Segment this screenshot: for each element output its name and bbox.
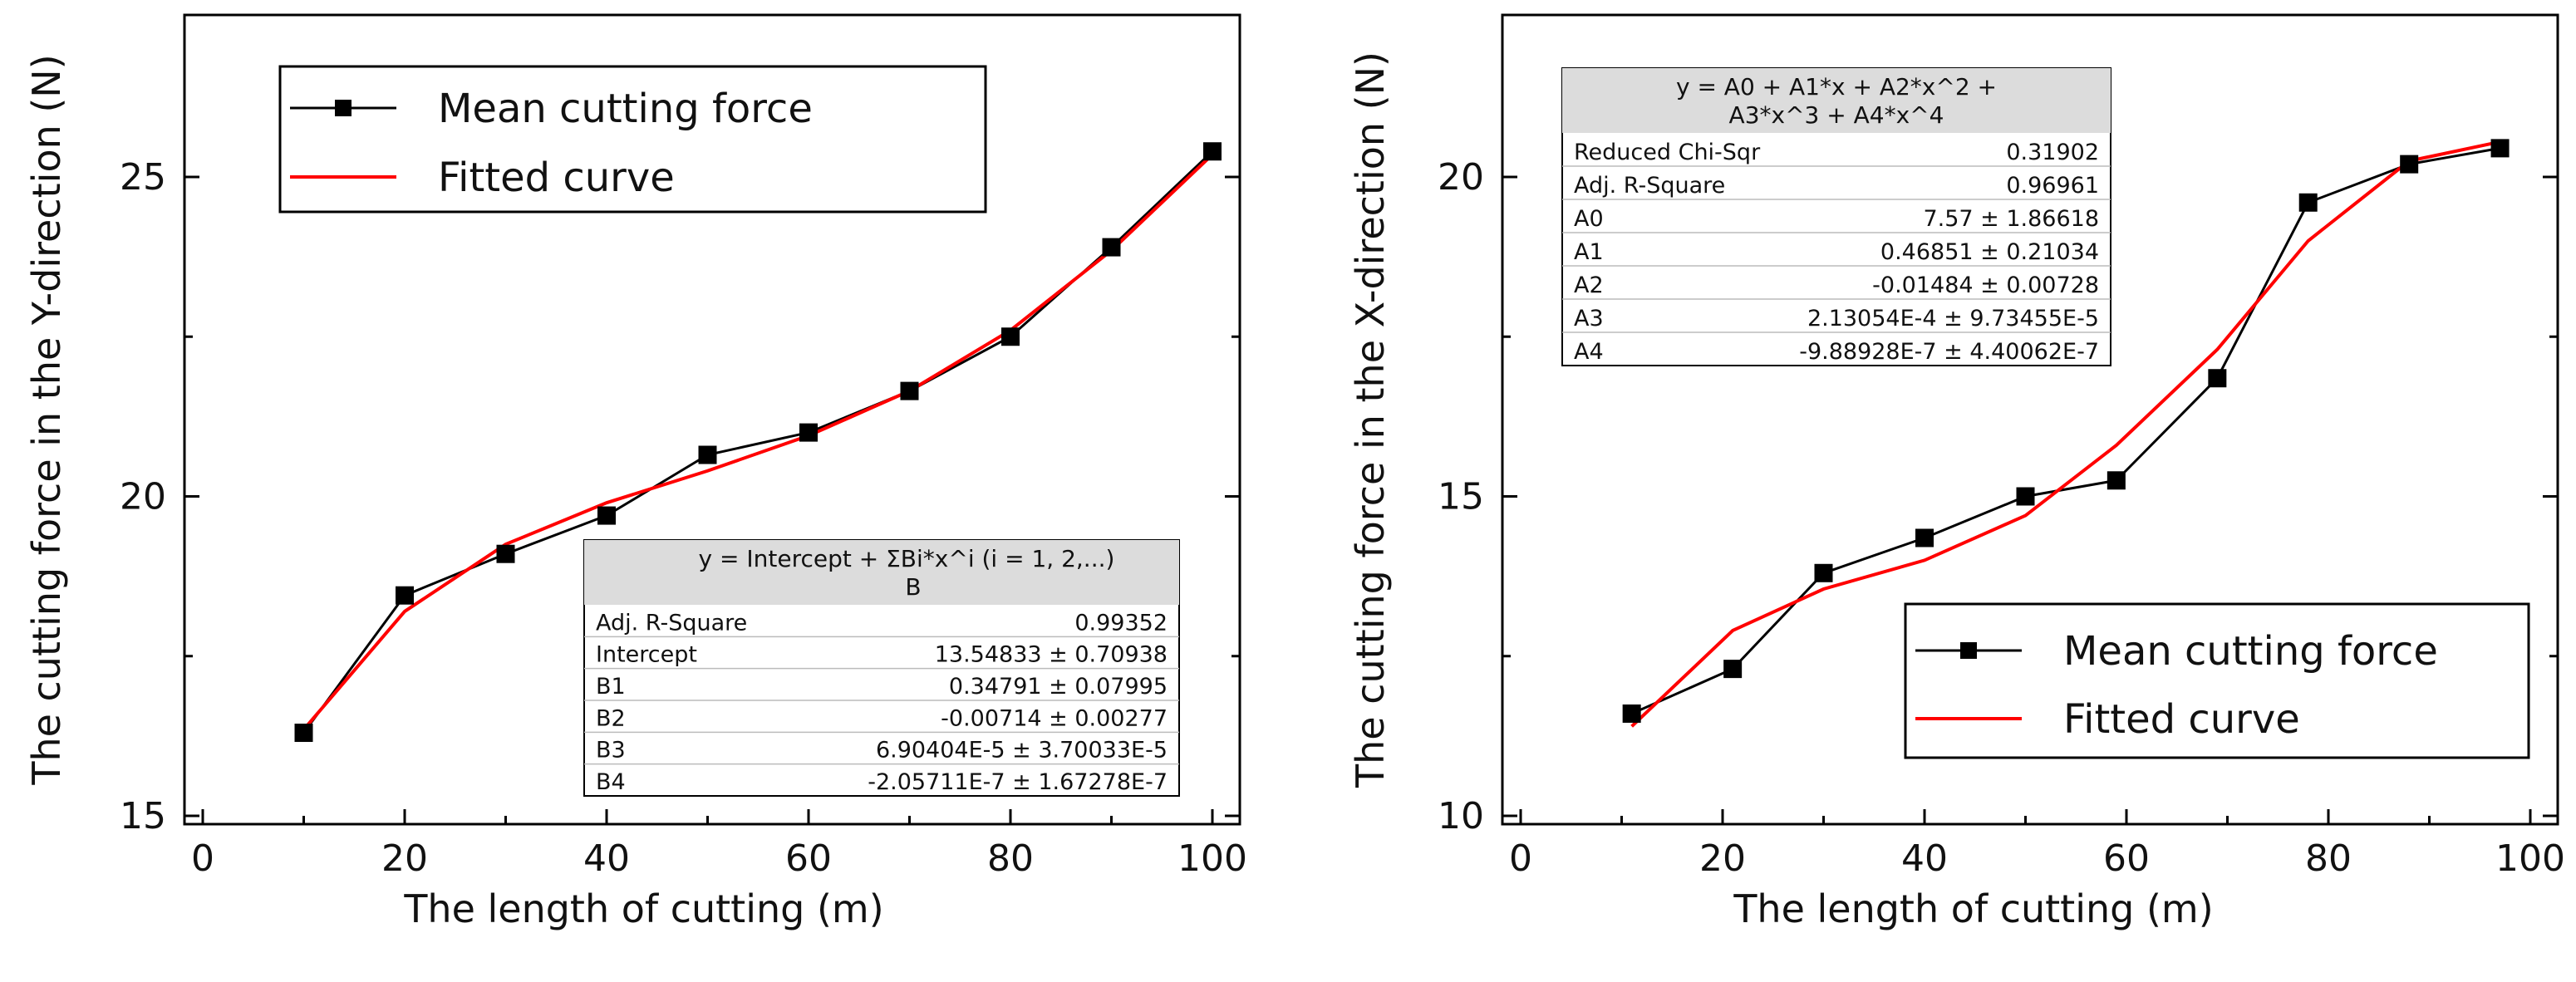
x-tick-label: 100 [2495, 837, 2565, 880]
stats-row-label: Adj. R-Square [1574, 173, 1725, 199]
stats-equation: y = A0 + A1*x + A2*x^2 + [1676, 73, 1997, 101]
stats-row-value: 0.99352 [1074, 610, 1168, 636]
legend-swatch-mean-marker [1960, 642, 1977, 659]
x-tick-label: 0 [191, 837, 214, 880]
y-tick-label: 20 [120, 476, 166, 518]
stats-row-value: 0.34791 ± 0.07995 [949, 674, 1168, 700]
x-tick-label: 20 [381, 837, 428, 880]
chart-y-direction: 0 20 40 60 80 100 15 20 25 The length of cutting … [24, 13, 1247, 931]
legend-box [1904, 602, 2530, 759]
stats-row-value: 0.31902 [2006, 140, 2099, 165]
mean-cutting-force-marker [1001, 327, 1020, 346]
y-tick-label: 25 [120, 156, 166, 199]
x-tick-label: 60 [785, 837, 832, 880]
legend-entry-fitted: Fitted curve [2063, 696, 2300, 743]
mean-cutting-force-marker [1814, 563, 1833, 582]
y-axis-label: The cutting force in the X-direction (N) [1348, 52, 1393, 788]
legend-entry-mean: Mean cutting force [438, 86, 813, 132]
mean-cutting-force-marker [2107, 471, 2126, 490]
legend-entry-fitted: Fitted curve [438, 155, 675, 201]
x-axis-label: The length of cutting (m) [403, 886, 883, 931]
x-axis-label: The length of cutting (m) [1733, 886, 2213, 931]
stats-row-label: B4 [596, 769, 626, 795]
stats-row-label: A1 [1574, 239, 1604, 265]
y-tick-label: 10 [1438, 795, 1484, 837]
mean-cutting-force-marker [2208, 369, 2227, 388]
y-axis-label: The cutting force in the Y-direction (N) [24, 54, 69, 785]
x-tick-label: 80 [987, 837, 1034, 880]
stats-row-value: -0.01484 ± 0.00728 [1872, 273, 2099, 298]
fitted-curve-line [1630, 140, 2500, 728]
stats-row-value: 13.54833 ± 0.70938 [935, 642, 1168, 668]
mean-cutting-force-line [1631, 146, 2500, 715]
legend-entry-mean: Mean cutting force [2063, 628, 2438, 675]
stats-equation: A3*x^3 + A4*x^4 [1729, 101, 1944, 129]
mean-cutting-force-marker [2490, 139, 2510, 158]
mean-cutting-force-marker [1723, 660, 1743, 679]
stats-row-label: A2 [1574, 273, 1604, 298]
stats-row-value: 0.96961 [2006, 173, 2099, 199]
mean-cutting-force-marker [1203, 142, 1222, 161]
mean-cutting-force-marker [799, 423, 818, 442]
stats-row-value: -0.00714 ± 0.00277 [941, 705, 1168, 731]
mean-cutting-force-marker [698, 445, 717, 464]
stats-row-label: A0 [1574, 206, 1604, 232]
chart-x-direction: 0 20 40 60 80 100 10 15 20 The length of cutting … [1348, 13, 2565, 931]
mean-cutting-force-marker [396, 586, 414, 605]
x-tick-label: 40 [1901, 837, 1948, 880]
stats-row-label: Adj. R-Square [596, 610, 747, 636]
mean-cutting-force-marker [496, 544, 515, 563]
mean-cutting-force-marker [2016, 487, 2035, 506]
stats-row-label: B1 [596, 674, 626, 700]
mean-cutting-force-marker [2400, 155, 2419, 174]
stats-row-value: 0.46851 ± 0.21034 [1880, 239, 2099, 265]
legend-swatch-mean-marker [335, 100, 351, 116]
stats-row-label: B2 [596, 705, 626, 731]
mean-cutting-force-marker [2298, 193, 2318, 212]
stats-row-value: 6.90404E-5 ± 3.70033E-5 [876, 738, 1168, 764]
x-tick-label: 0 [1509, 837, 1532, 880]
y-tick-label: 15 [120, 795, 166, 837]
stats-column-header: B [905, 573, 921, 601]
stats-row-label: Intercept [596, 642, 697, 668]
y-tick-label: 20 [1438, 156, 1484, 199]
y-tick-label: 15 [1438, 476, 1484, 518]
stats-row-value: 2.13054E-4 ± 9.73455E-5 [1807, 306, 2099, 331]
stats-row-label: Reduced Chi-Sqr [1574, 140, 1761, 165]
stats-table-header-bg [584, 540, 1179, 605]
plot-frame [1501, 13, 2559, 826]
stats-row-value: 7.57 ± 1.86618 [1923, 206, 2099, 232]
x-tick-label: 60 [2103, 837, 2150, 880]
stats-equation: y = Intercept + ΣBi*x^i (i = 1, 2,...) [699, 545, 1115, 572]
mean-cutting-force-marker [900, 381, 919, 400]
stats-row-label: A4 [1574, 339, 1604, 365]
x-tick-label: 40 [583, 837, 630, 880]
mean-cutting-force-marker [294, 724, 313, 743]
stats-table-header-bg [1562, 68, 2111, 133]
mean-cutting-force-marker [597, 506, 616, 525]
stats-row-label: B3 [596, 738, 626, 764]
x-tick-label: 80 [2305, 837, 2352, 880]
plot-frame [183, 13, 1241, 826]
legend-box [278, 65, 987, 214]
fitted-curve-line [302, 153, 1214, 731]
mean-cutting-force-marker [1102, 238, 1121, 257]
stats-row-value: -9.88928E-7 ± 4.40062E-7 [1799, 339, 2099, 365]
mean-cutting-force-marker [1622, 704, 1641, 723]
mean-cutting-force-marker [1915, 528, 1934, 547]
stats-row-value: -2.05711E-7 ± 1.67278E-7 [868, 769, 1168, 795]
x-tick-label: 100 [1177, 837, 1247, 880]
stats-row-label: A3 [1574, 306, 1604, 331]
x-tick-label: 20 [1699, 837, 1746, 880]
